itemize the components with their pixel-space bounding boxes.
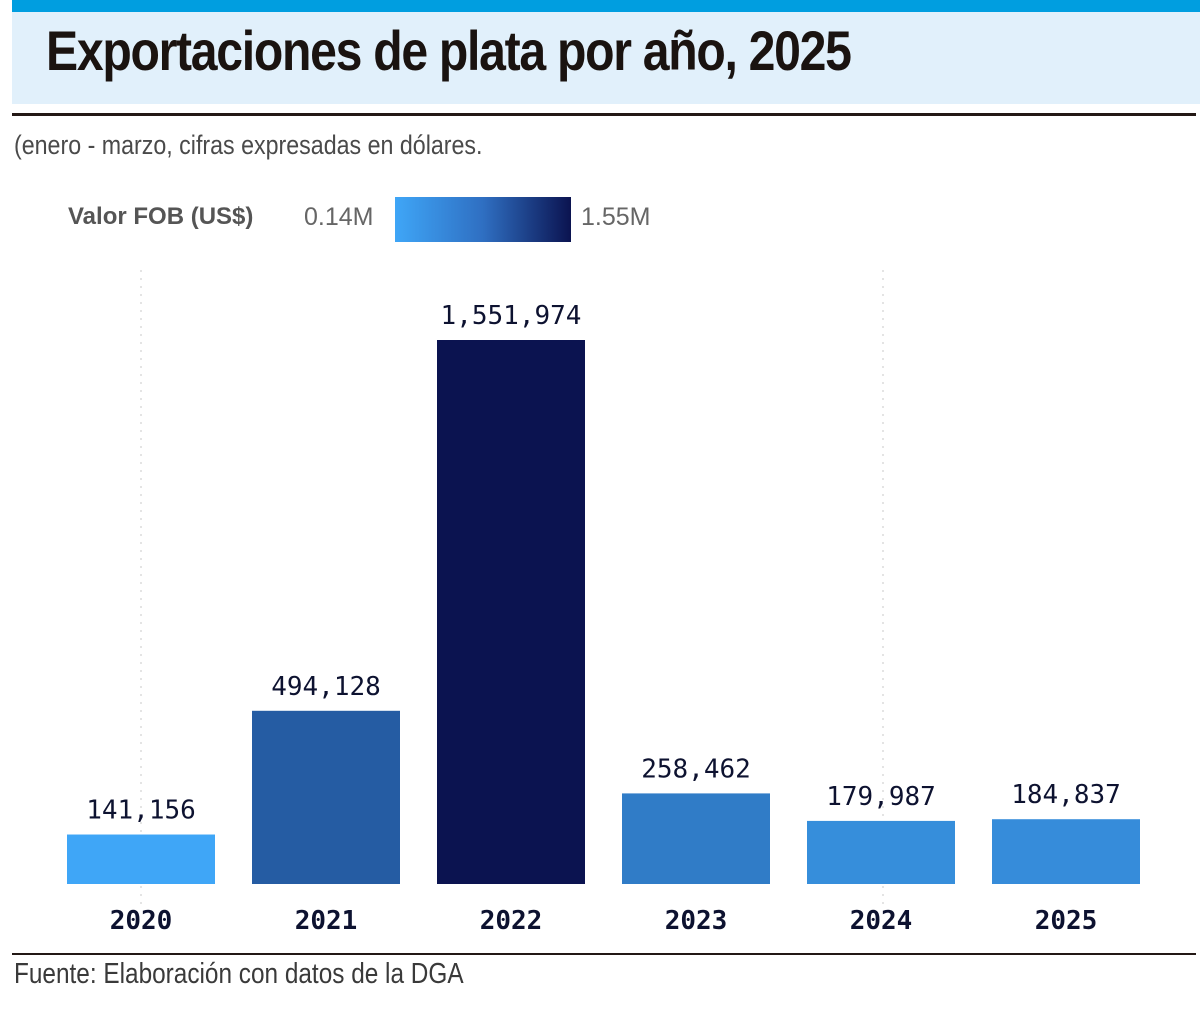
x-tick-label-2025: 2025 [1035, 906, 1098, 936]
x-tick-label-2020: 2020 [110, 906, 173, 936]
legend-title: Valor FOB (US$) [68, 203, 254, 230]
bar-2020 [67, 834, 215, 884]
value-label-2021: 494,128 [271, 672, 381, 702]
x-tick-label-2024: 2024 [850, 906, 913, 936]
x-tick-label-2021: 2021 [295, 906, 358, 936]
source-note: Fuente: Elaboración con datos de la DGA [14, 958, 464, 990]
legend-gradient-bar [395, 197, 571, 242]
bar-2025 [992, 819, 1140, 884]
value-label-2023: 258,462 [641, 754, 751, 784]
chart-title: Exportaciones de plata por año, 2025 [46, 19, 852, 82]
bar-2024 [807, 820, 955, 884]
value-label-2024: 179,987 [826, 782, 936, 812]
bar-2022 [437, 340, 585, 884]
bar-2023 [622, 793, 770, 884]
title-band [12, 12, 1200, 104]
value-label-2025: 184,837 [1011, 780, 1121, 810]
title-divider [12, 113, 1196, 116]
x-tick-label-2022: 2022 [480, 906, 543, 936]
x-tick-label-2023: 2023 [665, 906, 728, 936]
footer-divider [12, 953, 1196, 955]
bar-2021 [252, 710, 400, 884]
value-label-2022: 1,551,974 [441, 301, 582, 331]
value-label-2020: 141,156 [86, 796, 196, 826]
legend-max-label: 1.55M [581, 203, 651, 231]
legend-min-label: 0.14M [304, 203, 374, 231]
bar-chart: 141,156 494,128 1,551,974 258,462 179,987 184… [67, 270, 1140, 936]
top-accent-bar [12, 0, 1200, 12]
chart-subtitle: (enero - marzo, cifras expresadas en dól… [14, 130, 483, 160]
